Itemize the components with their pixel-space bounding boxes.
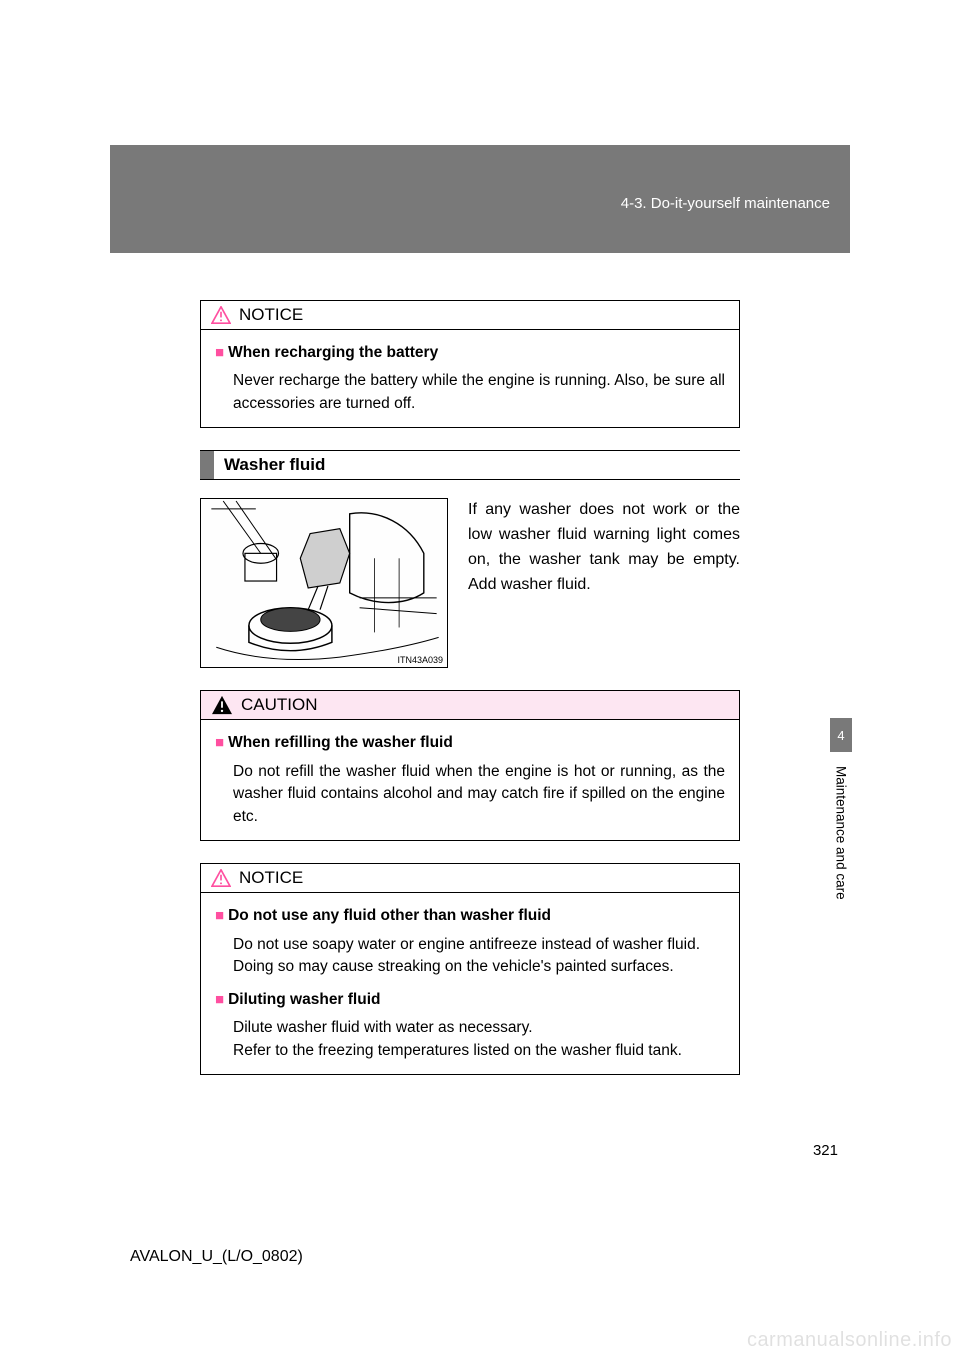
page-number: 321 (813, 1142, 838, 1159)
page-header-bar: 4-3. Do-it-yourself maintenance (110, 145, 850, 253)
notice-box-washer: NOTICE ■ Do not use any fluid other than… (200, 863, 740, 1075)
caution-body: ■ When refilling the washer fluid Do not… (201, 720, 739, 840)
breadcrumb: 4-3. Do-it-yourself maintenance (621, 195, 830, 212)
caution-header: CAUTION (201, 691, 739, 720)
notice2-text-0b: Doing so may cause streaking on the vehi… (233, 956, 725, 978)
section-marker (200, 451, 214, 479)
notice-body: ■ Do not use any fluid other than washer… (201, 893, 739, 1074)
notice-box-battery: NOTICE ■ When recharging the battery Nev… (200, 300, 740, 428)
sidebar-tab: 4 (830, 718, 852, 752)
square-bullet-icon: ■ (215, 732, 224, 754)
notice-label: NOTICE (239, 868, 303, 888)
watermark: carmanualsonline.info (747, 1329, 952, 1352)
notice2-text-1a: Dilute washer fluid with water as necess… (233, 1017, 725, 1039)
notice2-text-0a: Do not use soapy water or engine antifre… (233, 934, 725, 956)
caution-box: CAUTION ■ When refilling the washer flui… (200, 690, 740, 841)
notice-heading: When recharging the battery (228, 342, 438, 364)
notice-body: ■ When recharging the battery Never rech… (201, 330, 739, 427)
notice-label: NOTICE (239, 305, 303, 325)
notice-header: NOTICE (201, 864, 739, 893)
section-title: Washer fluid (214, 451, 335, 479)
illustration-text: If any washer does not work or the low w… (468, 498, 740, 668)
notice-header: NOTICE (201, 301, 739, 330)
section-heading: Washer fluid (200, 450, 740, 480)
notice2-heading-0: Do not use any fluid other than washer f… (228, 905, 551, 927)
warning-triangle-solid-icon (211, 695, 233, 715)
square-bullet-icon: ■ (215, 989, 224, 1011)
caution-label: CAUTION (241, 695, 318, 715)
warning-triangle-outline-icon (211, 869, 231, 887)
illustration-code: ITN43A039 (397, 655, 443, 665)
notice2-text-1b: Refer to the freezing temperatures liste… (233, 1040, 725, 1062)
caution-heading: When refilling the washer fluid (228, 732, 453, 754)
document-code: AVALON_U_(L/O_0802) (130, 1248, 303, 1266)
square-bullet-icon: ■ (215, 905, 224, 927)
caution-text: Do not refill the washer fluid when the … (233, 761, 725, 828)
washer-fluid-illustration: ITN43A039 (200, 498, 448, 668)
main-content: NOTICE ■ When recharging the battery Nev… (200, 300, 740, 1075)
warning-triangle-outline-icon (211, 306, 231, 324)
sidebar-label: Maintenance and care (830, 760, 852, 960)
illustration-row: ITN43A039 If any washer does not work or… (200, 498, 740, 668)
notice-text: Never recharge the battery while the eng… (233, 370, 725, 415)
square-bullet-icon: ■ (215, 342, 224, 364)
notice2-heading-1: Diluting washer fluid (228, 989, 380, 1011)
